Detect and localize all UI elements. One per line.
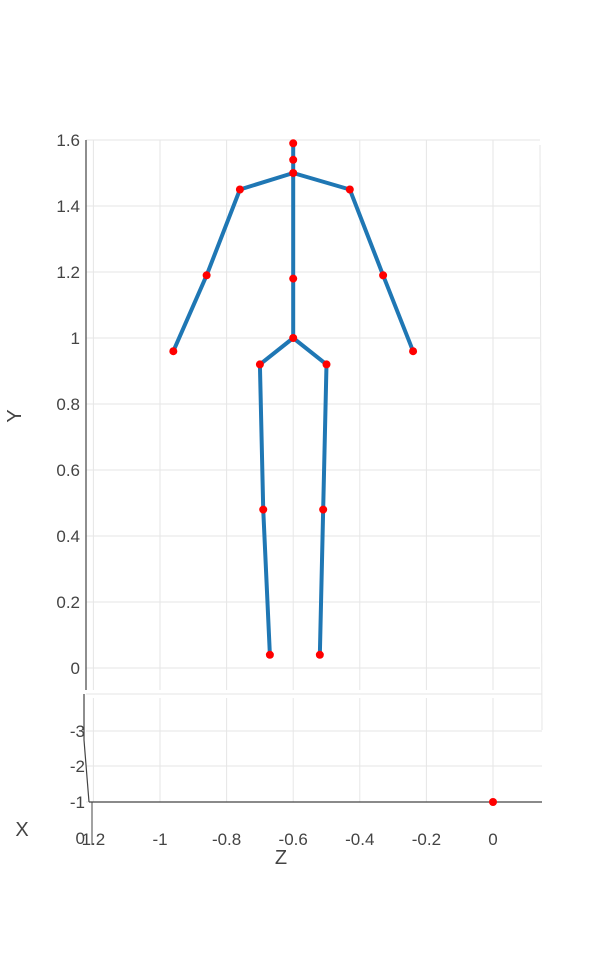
bone-left_shoulder-left_elbow [204, 187, 242, 278]
bone-left_hip-left_knee [257, 362, 266, 512]
bone-neck-right_shoulder [291, 171, 352, 192]
x-tick-label: -1 [70, 793, 85, 812]
x-tick-label: -2 [70, 757, 85, 776]
y-axis-title: Y [4, 409, 26, 422]
joints [169, 139, 497, 806]
y-tick-label: 1 [71, 329, 80, 348]
joint-right_shoulder [345, 185, 354, 194]
y-tick-label: 0 [71, 659, 80, 678]
joint-head [289, 155, 298, 164]
joint-left_shoulder [235, 185, 244, 194]
z-tick-label: -1 [152, 830, 167, 849]
bone-right_shoulder-right_elbow [347, 187, 386, 278]
joint-left_wrist [169, 347, 178, 356]
bones [171, 141, 416, 657]
joint-left_knee [259, 505, 268, 514]
joint-head_top [289, 139, 298, 148]
bone-right_hip-right_knee [321, 362, 329, 512]
joint-right_wrist [409, 347, 418, 356]
z-tick-label: -0.2 [412, 830, 441, 849]
y-tick-label: 0.4 [56, 527, 80, 546]
x-axis-title: X [15, 819, 28, 841]
bone-right_elbow-right_wrist [381, 273, 416, 354]
plot-frame [83, 140, 543, 845]
joint-neck [289, 169, 298, 177]
z-axis-title: Z [275, 847, 287, 869]
joint-right_ankle [315, 650, 324, 659]
z-tick-label: 0 [488, 830, 497, 849]
x-axis-line [83, 694, 90, 803]
origin-marker [489, 798, 497, 806]
joint-right_elbow [379, 271, 388, 280]
x-tick-label: -3 [70, 722, 85, 741]
y-tick-label: 1.6 [56, 131, 80, 150]
y-tick-label: 1.2 [56, 263, 80, 282]
bone-left_elbow-left_wrist [171, 273, 209, 354]
z-tick-label: -0.8 [212, 830, 241, 849]
y-tick-label: 0.8 [56, 395, 80, 414]
joint-left_elbow [202, 271, 211, 280]
bone-left_knee-left_ankle [261, 507, 272, 657]
bone-hip_center-left_hip [257, 336, 296, 367]
bone-right_knee-right_ankle [317, 507, 326, 657]
joint-hip_center [289, 334, 298, 342]
z-tick-label: -0.6 [279, 830, 308, 849]
tick-labels: 0 0.2 0.4 0.6 0.8 1 1.2 1.4 1.6 1.2 -1 -0.8 -0.6 -0.4… [56, 131, 497, 849]
z-tick-label: 1.2 [82, 830, 106, 849]
y-tick-label: 1.4 [56, 197, 80, 216]
joint-left_ankle [265, 650, 274, 659]
joint-right_knee [319, 505, 328, 514]
x-tick-label: 0 [76, 829, 85, 848]
y-tick-label: 0.6 [56, 461, 80, 480]
grid [86, 139, 542, 803]
right-wall-edge [539, 144, 543, 731]
bone-neck-left_shoulder [237, 171, 296, 192]
z-tick-label: -0.4 [345, 830, 374, 849]
y-tick-label: 0.2 [56, 593, 80, 612]
bone-hip_center-right_hip [291, 336, 329, 367]
joint-right_hip [322, 360, 331, 369]
joint-left_hip [255, 360, 264, 369]
joint-spine [289, 274, 298, 283]
